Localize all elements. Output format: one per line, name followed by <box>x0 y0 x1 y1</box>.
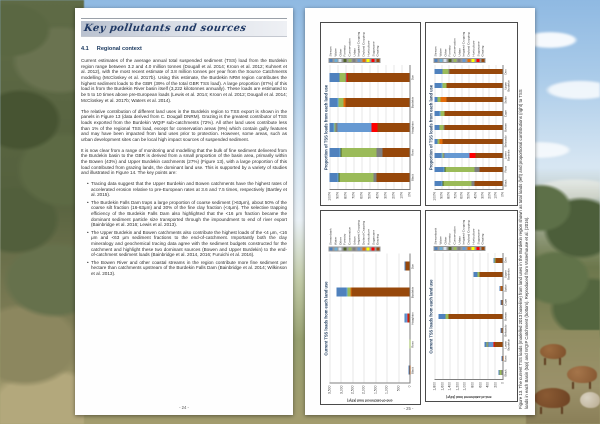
bullet-item: The Upper Burdekin and Bowen catchments … <box>87 230 287 258</box>
bullet-list: Tracing data suggest that the Upper Burd… <box>87 181 287 277</box>
section-title: Regional context <box>96 46 142 52</box>
cow-shape <box>580 392 600 408</box>
section-heading: 4.1 Regional context <box>81 46 287 52</box>
chart-basin-loads: Current TSS loads from each land use 0 500… <box>320 210 421 405</box>
paragraph: The relative contribution of different l… <box>81 108 287 142</box>
page-number-right: - 25 - <box>403 406 414 411</box>
header-rule <box>81 18 287 19</box>
left-page: Key pollutants and sources 4.1 Regional c… <box>75 8 293 415</box>
chart-basin-proportions: Proportion of TSS loads from each land u… <box>320 22 421 206</box>
section-number: 4.1 <box>81 46 89 52</box>
chart-catchment-proportions: Proportion of TSS loads from each land u… <box>425 22 518 206</box>
page-title: Key pollutants and sources <box>83 23 248 34</box>
cow-shape <box>534 388 570 414</box>
chart-catchment-loads: Current TSS loads from each land use 0 200… <box>425 210 518 402</box>
figure-caption-line2: loads in each Basin (top) and WQIP Catch… <box>523 216 529 410</box>
bullet-item: The Bowen River and other coastal stream… <box>87 260 287 277</box>
cow-shape <box>540 344 566 365</box>
paragraph: It is now clear from a range of monitori… <box>81 147 287 176</box>
bullet-item: Tracing data suggest that the Upper Burd… <box>87 181 287 198</box>
page-number-left: - 24 - <box>179 405 189 410</box>
cow-shape <box>567 366 597 389</box>
chapter-header-band: Key pollutants and sources <box>81 21 287 37</box>
right-page: Proportion of TSS loads from each land u… <box>305 8 535 415</box>
bullet-item: The Burdekin Falls Dam traps a large pro… <box>87 200 287 228</box>
paragraph: Current estimates of the average annual … <box>81 58 287 103</box>
bushland-right <box>526 168 600 348</box>
bushland-left <box>0 0 84 424</box>
